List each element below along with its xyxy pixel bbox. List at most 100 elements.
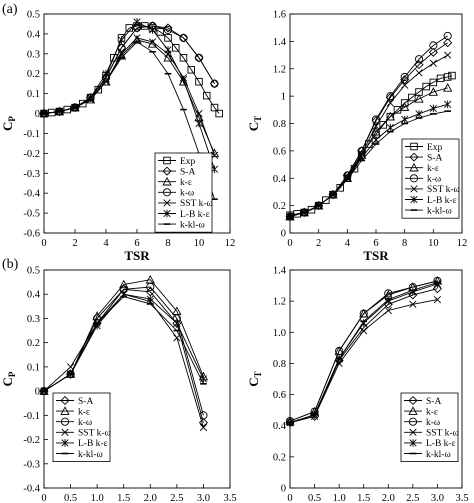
legend-label: k-kl-ω — [426, 450, 451, 460]
legend-marker — [408, 406, 418, 415]
data-point — [146, 295, 154, 303]
data-point — [179, 75, 188, 84]
x-tick-label: 1.0 — [333, 493, 346, 503]
data-point — [414, 55, 424, 64]
y-tick-label: 1.4 — [273, 266, 287, 277]
legend-marker — [409, 174, 419, 183]
data-point — [194, 53, 204, 62]
legend-label: S-A — [427, 153, 442, 163]
x-tick-label: 2.5 — [406, 493, 419, 503]
data-point — [360, 327, 368, 335]
data-point — [415, 110, 423, 118]
data-point — [199, 423, 208, 432]
series-line — [43, 39, 215, 154]
y-tick-label: 0.6 — [273, 146, 286, 157]
y-tick-label: -0.2 — [23, 435, 40, 446]
x-tick-label: 3.0 — [197, 493, 210, 503]
x-tick-label: 0.5 — [308, 493, 321, 503]
data-point — [63, 105, 72, 114]
legend-marker — [410, 185, 418, 193]
legend-marker — [60, 406, 70, 415]
legend-label: L-B k-ε — [426, 439, 456, 449]
x-tick-label: 0.5 — [64, 493, 77, 503]
y-tick-label: -0.1 — [23, 129, 40, 140]
plot-frame — [289, 269, 463, 489]
x-tick-label: 2.0 — [144, 493, 157, 503]
y-tick-label: 0.4 — [273, 174, 287, 185]
y-tick-label: 0.8 — [273, 119, 286, 130]
legend-label: k-ω — [426, 418, 440, 428]
series-line — [43, 25, 215, 114]
chart-a-thrust-coefficient: 0 2 4 6 8 10 12 0 0.2 0.4 0.6 0.8 1 1.2 1.4 1.6 TSR CT Exp… — [246, 10, 467, 264]
data-point — [379, 121, 387, 129]
data-point — [119, 279, 129, 289]
data-point — [444, 51, 452, 59]
data-point — [400, 72, 409, 82]
legend-label: k-ω — [78, 418, 92, 428]
data-point — [172, 318, 182, 328]
y-tick-label: 0.2 — [273, 452, 286, 463]
data-point — [163, 23, 173, 33]
legend-label: SST k-ω — [78, 429, 111, 439]
y-tick-label: 0.3 — [27, 314, 40, 325]
y-tick-label: 0 — [35, 109, 40, 120]
legend-marker — [163, 156, 171, 165]
data-point — [443, 83, 453, 92]
data-point — [199, 375, 208, 383]
legend-label: SST k-ω — [427, 185, 460, 195]
data-point — [384, 289, 393, 298]
data-point — [448, 71, 456, 80]
x-tick-label: 0 — [41, 493, 46, 503]
data-point — [401, 115, 409, 124]
data-point — [386, 99, 394, 107]
x-tick-label: 3.0 — [431, 493, 444, 503]
x-tick-label: 4 — [103, 238, 109, 249]
data-point — [436, 74, 445, 83]
panel-label-b: (b) — [2, 257, 19, 272]
x-tick-label: 12 — [225, 238, 236, 249]
legend-label: Exp — [427, 143, 443, 153]
data-point — [371, 116, 381, 126]
data-point — [163, 25, 173, 34]
data-point — [443, 38, 453, 48]
data-point — [433, 295, 442, 304]
x-tick-label: 10 — [428, 238, 439, 249]
y-tick-label: 1.6 — [273, 10, 286, 21]
data-point — [408, 290, 418, 300]
series-exp — [40, 22, 223, 118]
series-line — [43, 37, 215, 156]
legend-marker — [163, 199, 171, 207]
y-tick-label: 1 — [281, 92, 286, 103]
chart-b-power-coefficient: 0 0.5 1.0 1.5 2.0 2.5 3.0 3.5 -0.4 -0.3 -0.2 -0.1 0 0… — [0, 266, 237, 503]
legend-label: k-ω — [180, 189, 194, 199]
legend-label: S-A — [180, 167, 195, 177]
data-point — [444, 100, 452, 109]
series-k-kl-omega — [286, 110, 451, 218]
legend-marker — [409, 439, 417, 447]
data-point — [148, 38, 157, 46]
data-point — [429, 59, 437, 67]
x-tick-label: 1.5 — [117, 493, 130, 503]
y-axis-title: CP — [0, 371, 17, 386]
data-point — [385, 111, 395, 121]
y-tick-label: 0.2 — [273, 201, 286, 212]
legend-label: L-B k-ε — [180, 210, 210, 220]
legend-label: k-ε — [78, 407, 90, 417]
legend-label: k-kl-ω — [78, 450, 103, 460]
panel-label-a: (a) — [2, 2, 18, 17]
y-tick-label: 1.0 — [273, 328, 286, 339]
x-tick-label: 0 — [287, 493, 292, 503]
data-point — [372, 122, 380, 130]
data-point — [215, 109, 223, 118]
data-point — [164, 34, 172, 42]
data-point — [428, 87, 438, 96]
data-point — [179, 54, 188, 62]
legend-marker — [409, 152, 419, 162]
y-tick-label: 0.1 — [27, 89, 40, 100]
x-tick-label: 6 — [373, 238, 378, 249]
y-tick-label: 0.3 — [27, 49, 40, 60]
data-point — [164, 46, 172, 54]
x-tick-label: 6 — [134, 238, 139, 249]
data-point — [443, 31, 452, 40]
